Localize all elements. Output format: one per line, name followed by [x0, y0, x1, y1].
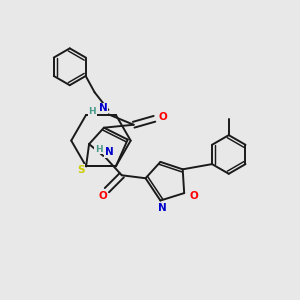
- Text: O: O: [158, 112, 167, 122]
- Text: H: H: [88, 107, 96, 116]
- Text: H: H: [95, 145, 102, 154]
- Text: S: S: [77, 165, 85, 175]
- Text: O: O: [189, 191, 198, 201]
- Text: O: O: [98, 191, 107, 201]
- Text: N: N: [158, 203, 166, 213]
- Text: N: N: [99, 103, 107, 113]
- Text: N: N: [105, 147, 114, 157]
